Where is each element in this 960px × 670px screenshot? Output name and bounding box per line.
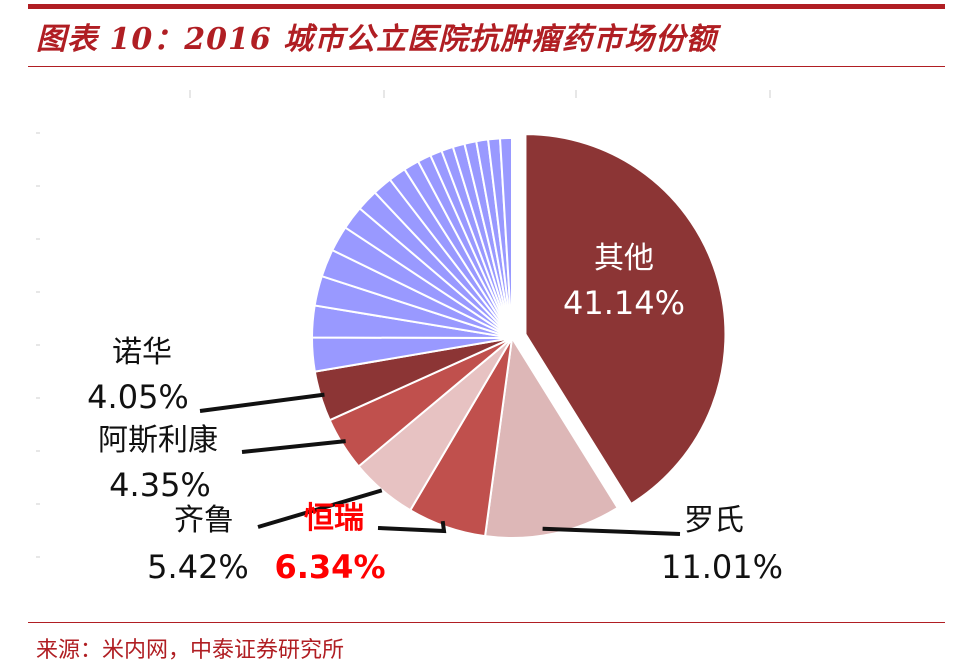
leader-hengrui [377, 520, 447, 534]
label-value-hengrui: 6.34% [274, 548, 385, 586]
source-note: 来源：米内网，中泰证券研究所 [36, 638, 345, 663]
label-name-roche: 罗氏 [684, 503, 744, 538]
leader-roche [542, 526, 681, 536]
label-value-qilu: 5.42% [147, 548, 249, 586]
pie-slice-0 [524, 133, 727, 506]
label-name-others: 其他 [594, 241, 654, 276]
leader-lines [199, 392, 681, 536]
faint-ticks [36, 90, 771, 558]
leader-astrazeneca [241, 439, 346, 454]
pie-slice-small-17 [498, 136, 513, 339]
title-divider [28, 66, 945, 67]
label-name-novartis: 诺华 [112, 335, 172, 370]
label-name-astrazeneca: 阿斯利康 [98, 423, 218, 458]
label-value-others: 41.14% [563, 284, 685, 322]
top-accent-bar [28, 4, 945, 9]
leader-novartis [199, 392, 325, 413]
slice-labels: 其他 41.14% 罗氏 11.01% 恒瑞 6.34% 齐鲁 5.42% 阿斯利康 4.35% 诺… [87, 241, 783, 586]
label-value-astrazeneca: 4.35% [109, 466, 211, 504]
footer-divider [28, 622, 945, 623]
label-name-hengrui: 恒瑞 [304, 501, 364, 536]
page-title: 图表 10：2016 城市公立医院抗肿瘤药市场份额 [36, 22, 718, 57]
label-value-roche: 11.01% [661, 548, 783, 586]
leader-qilu [257, 488, 383, 529]
pie-slices [310, 133, 727, 539]
label-name-qilu: 齐鲁 [174, 503, 234, 538]
pie-slice-1 [483, 335, 620, 539]
label-value-novartis: 4.05% [87, 378, 189, 416]
